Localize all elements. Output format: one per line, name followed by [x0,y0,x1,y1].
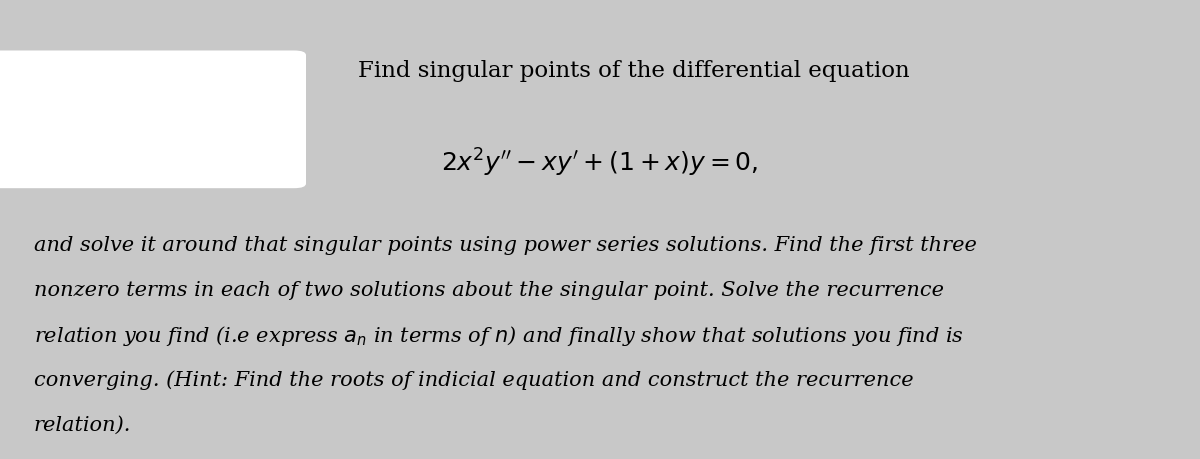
Text: relation).: relation). [34,416,131,435]
FancyBboxPatch shape [0,50,306,188]
Text: Find singular points of the differential equation: Find singular points of the differential… [358,60,910,82]
Text: relation you find (i.e express $a_n$ in terms of $n$) and finally show that solu: relation you find (i.e express $a_n$ in … [34,324,964,347]
Text: and solve it around that singular points using power series solutions. Find the : and solve it around that singular points… [34,236,977,255]
Text: converging. (Hint: Find the roots of indicial equation and construct the recurre: converging. (Hint: Find the roots of ind… [34,371,913,390]
Text: $2x^2y'' - xy' + (1 + x)y = 0,$: $2x^2y'' - xy' + (1 + x)y = 0,$ [442,147,758,179]
Text: nonzero terms in each of two solutions about the singular point. Solve the recur: nonzero terms in each of two solutions a… [34,281,943,300]
